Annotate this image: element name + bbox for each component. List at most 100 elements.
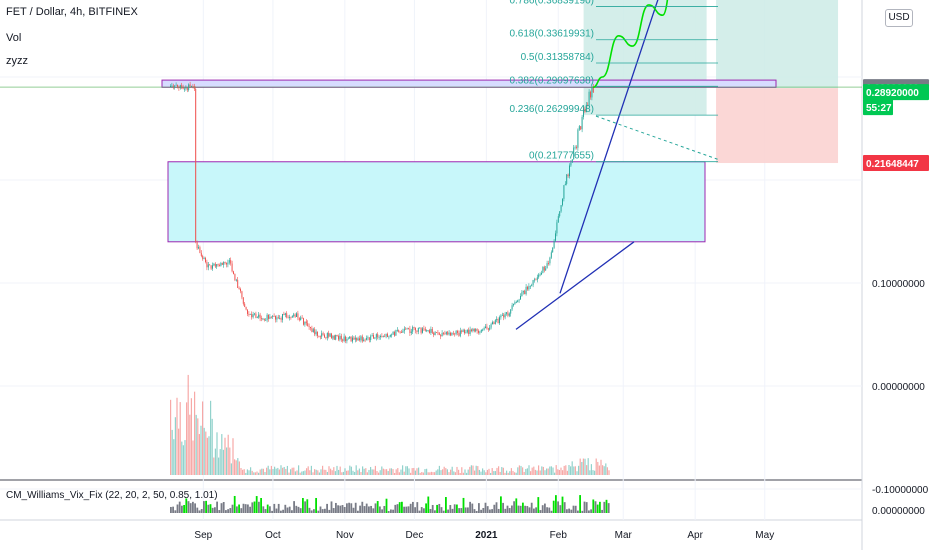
vix-fix-bar	[555, 495, 557, 513]
candle-body	[493, 322, 495, 324]
vix-fix-bar	[491, 509, 493, 513]
vix-fix-bar	[508, 508, 511, 513]
vix-fix-bar	[370, 505, 372, 513]
candle-body	[363, 339, 365, 342]
vix-fix-bar	[544, 503, 546, 513]
volume-bar	[525, 468, 527, 475]
vix-fix-bar	[434, 510, 436, 513]
candle-body	[279, 318, 281, 319]
candle-body	[359, 338, 360, 341]
candle-body	[420, 327, 422, 333]
candle-body	[303, 318, 304, 325]
vix-fix-bar	[425, 503, 427, 513]
candle-body	[430, 328, 432, 333]
support-zone-box[interactable]	[167, 161, 706, 243]
vix-fix-bar	[381, 509, 383, 513]
drawing-zones[interactable]	[161, 0, 839, 243]
volume-bar	[555, 465, 557, 475]
volume-bar	[594, 470, 596, 475]
lower-trendline[interactable]	[515, 241, 635, 330]
candle-body	[230, 260, 232, 264]
candle-body	[434, 332, 436, 336]
long-position-target-box[interactable]	[583, 0, 707, 116]
candle-body	[577, 129, 579, 148]
vix-fix-bar	[332, 508, 335, 513]
candle-body	[226, 263, 227, 265]
vix-fix-bar	[607, 503, 610, 513]
candle-body	[384, 336, 386, 338]
volume-bar	[302, 471, 304, 475]
volume-bar	[298, 465, 300, 475]
zyzz-legend[interactable]: zyzz	[6, 55, 28, 67]
volume-bar	[352, 470, 354, 475]
candle-body	[289, 316, 290, 318]
vix-fix-bar	[568, 508, 570, 513]
volume-bar	[483, 470, 485, 475]
candle-body	[389, 334, 391, 337]
candle-body	[286, 313, 288, 318]
volume-bar	[341, 472, 343, 475]
volume-bar	[426, 468, 428, 475]
candle-body	[485, 326, 486, 329]
volume-bar	[325, 469, 327, 475]
volume-bar	[307, 466, 309, 475]
candle-body	[538, 274, 540, 278]
candle-body	[245, 307, 247, 310]
long-position2-target-box[interactable]	[716, 0, 839, 89]
symbol-legend[interactable]: FET / Dollar, 4h, BITFINEX	[6, 6, 138, 18]
vix-fix-bar	[359, 505, 361, 513]
vix-fix-bar	[339, 505, 342, 513]
time-tick-label: Feb	[550, 530, 568, 541]
candle-body	[325, 337, 327, 339]
candle-body	[433, 332, 435, 336]
vix-fix-bar	[429, 508, 432, 513]
volume-bar	[410, 472, 412, 475]
steep-trendline[interactable]	[559, 0, 718, 294]
candle-body	[364, 339, 366, 341]
candle-body	[268, 314, 269, 319]
vol-legend[interactable]: Vol	[6, 32, 22, 44]
volume-bar	[219, 449, 221, 475]
volume-bar	[211, 418, 213, 475]
vix-fix-bar	[486, 506, 489, 513]
volume-bar	[205, 431, 207, 475]
vix-fix-legend[interactable]: CM_Williams_Vix_Fix (22, 20, 2, 50, 0.85…	[6, 490, 218, 501]
price-badge	[863, 99, 893, 116]
vix-fix-bar	[354, 502, 357, 513]
vix-fix-bar	[440, 507, 443, 513]
candle-body	[524, 290, 526, 295]
candle-body	[237, 279, 239, 289]
candles	[170, 81, 594, 344]
vix-fix-bar	[368, 506, 370, 513]
candle-body	[585, 104, 587, 112]
candle-body	[412, 326, 414, 332]
vix-fix-bar	[209, 504, 212, 513]
volume-bar	[184, 440, 186, 475]
vix-fix-bar	[390, 509, 392, 513]
volume-bar	[285, 468, 287, 475]
volume-bar	[597, 461, 599, 475]
candle-body	[539, 274, 541, 276]
volume-bar	[189, 414, 191, 475]
vix-fix-bar	[187, 501, 190, 513]
candle-body	[399, 331, 401, 333]
long-position2-stop-box[interactable]	[716, 88, 839, 164]
volume-bar	[288, 472, 290, 475]
fib-levels[interactable]: 1.618(0.52782189)1(0.40939914)0.786(0.36…	[509, 0, 718, 163]
volume-bar	[357, 470, 359, 475]
volume-bar	[429, 472, 431, 475]
volume-bar	[571, 461, 573, 475]
volume-bar	[549, 466, 551, 475]
price-badge-text: 0.21648447	[866, 159, 919, 170]
candle-body	[592, 86, 594, 93]
currency-button[interactable]: USD	[885, 9, 913, 27]
candle-body	[213, 263, 215, 266]
volume-bar	[347, 470, 349, 475]
vix-fix-bar	[313, 509, 315, 513]
vix-fix-bar	[522, 502, 524, 513]
candle-body	[578, 126, 580, 130]
vix-fix-bar	[262, 506, 265, 513]
vix-fix-bar	[247, 504, 249, 513]
candle-body	[233, 271, 234, 275]
